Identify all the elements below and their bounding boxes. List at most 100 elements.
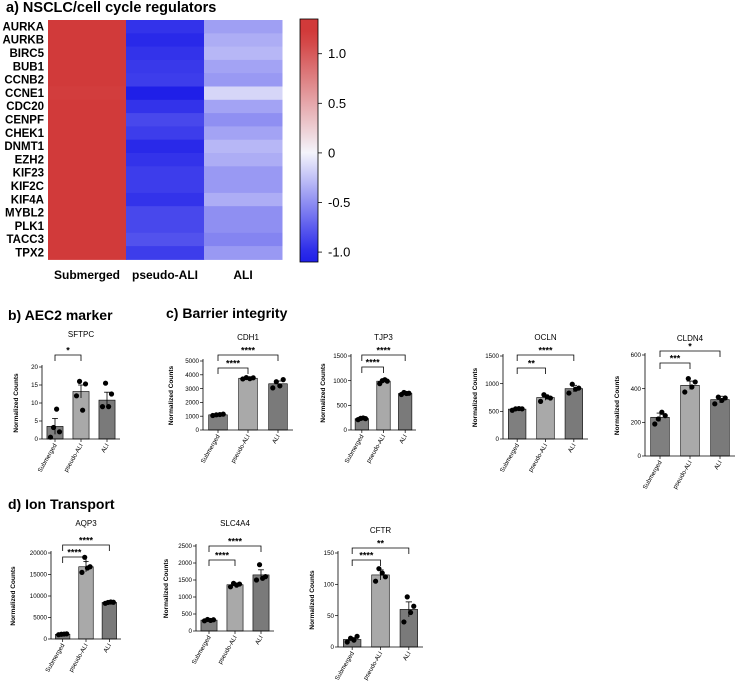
heatmap-cell: [126, 153, 205, 167]
data-point: [80, 407, 86, 413]
data-point: [682, 389, 688, 395]
y-tick-label: 20000: [30, 550, 48, 557]
heatmap-cell: [126, 59, 205, 74]
heatmap-row-label: KIF2C: [11, 181, 44, 193]
y-tick-label: 200: [631, 420, 642, 427]
x-tick-label: ALI: [398, 433, 409, 445]
heatmap-row-label: CENPF: [5, 114, 44, 126]
heatmap-row-label: MYBL2: [5, 208, 44, 220]
heatmap-cell: [48, 33, 127, 48]
heatmap-cell: [48, 219, 127, 234]
data-point: [362, 416, 369, 422]
data-point: [262, 574, 269, 580]
y-tick-label: 15: [31, 382, 38, 389]
section-title-b: b) AEC2 marker: [8, 307, 113, 323]
y-tick-label: 4000: [185, 372, 199, 379]
x-tick-label: Submerged: [44, 642, 66, 674]
significance-label: ****: [376, 346, 391, 356]
y-tick-label: 5000: [33, 615, 47, 622]
chart-title: TJP3: [374, 333, 393, 342]
y-tick-label: 10000: [30, 593, 48, 600]
bar: [710, 399, 730, 457]
data-point: [652, 421, 658, 427]
data-point: [54, 406, 60, 412]
data-point: [82, 381, 89, 387]
y-axis-label: Normalized Counts: [13, 373, 20, 433]
y-tick-label: 1500: [485, 353, 499, 360]
data-point: [354, 633, 360, 639]
chart-title: SLC4A4: [220, 519, 250, 528]
significance-label: ****: [228, 537, 243, 547]
data-point: [659, 409, 665, 415]
data-point: [566, 390, 572, 396]
y-tick-label: 2000: [178, 560, 192, 567]
significance-bracket: [361, 366, 384, 373]
heatmap-cell: [48, 46, 127, 61]
data-point: [210, 617, 217, 623]
colorbar-tick-label: -0.5: [328, 195, 350, 210]
y-tick-label: 100: [324, 582, 335, 589]
heatmap-cell: [48, 20, 127, 34]
x-tick-label: pseudo-ALI: [230, 433, 252, 464]
section-title-a: a) NSCLC/cell cycle regulators: [6, 0, 217, 16]
y-tick-label: 0: [189, 628, 193, 635]
heatmap-cell: [126, 206, 205, 220]
bar: [371, 574, 390, 648]
heatmap-cell: [204, 179, 283, 194]
significance-bracket: [351, 559, 381, 566]
significance-label: *: [66, 346, 70, 356]
heatmap-cell: [126, 73, 205, 87]
y-tick-label: 0: [638, 453, 642, 460]
data-point: [56, 429, 63, 435]
data-point: [108, 391, 115, 397]
data-point: [270, 385, 276, 391]
data-point: [411, 603, 417, 609]
y-tick-label: 0: [44, 636, 48, 643]
significance-label: ****: [366, 358, 381, 368]
y-tick-label: 3000: [185, 386, 199, 393]
data-point: [712, 401, 718, 407]
data-point: [220, 411, 226, 417]
heatmap-row-label: PLK1: [15, 221, 45, 233]
data-point: [379, 570, 385, 576]
chart-title: AQP3: [75, 519, 97, 528]
x-tick-label: Submerged: [642, 459, 664, 491]
bar: [101, 602, 117, 640]
heatmap-cell: [204, 246, 283, 260]
x-tick-label: ALI: [402, 650, 413, 662]
data-point: [722, 395, 728, 401]
data-point: [372, 578, 379, 584]
x-tick-label: ALI: [254, 634, 265, 646]
bar: [78, 566, 94, 640]
y-tick-label: 20: [31, 364, 38, 371]
significance-label: ****: [67, 548, 82, 558]
data-point: [280, 377, 286, 383]
y-tick-label: 600: [631, 352, 642, 359]
heatmap-row-label: CCNB2: [4, 75, 44, 87]
heatmap-cell: [126, 179, 205, 194]
heatmap-cell: [126, 86, 205, 101]
data-point: [79, 569, 85, 575]
heatmap-cell: [48, 232, 127, 247]
heatmap-cell: [48, 206, 127, 220]
data-point: [406, 390, 412, 396]
y-tick-label: 500: [182, 611, 193, 618]
data-point: [50, 424, 57, 431]
bar: [564, 388, 583, 440]
significance-bracket: [217, 354, 279, 361]
heatmap-cell: [126, 33, 205, 48]
section-title-d: d) Ion Transport: [8, 496, 115, 512]
significance-bracket: [62, 556, 87, 563]
heatmap-column-label: Submerged: [54, 268, 120, 282]
chart-title: CLDN4: [677, 334, 704, 343]
heatmap-row-label: CDC20: [6, 101, 44, 113]
chart-title: OCLN: [534, 333, 556, 342]
data-point: [227, 584, 234, 590]
significance-bracket: [516, 367, 546, 374]
heatmap-row-label: EZH2: [15, 154, 44, 166]
significance-bracket: [62, 544, 110, 551]
heatmap-cell: [204, 206, 283, 220]
data-point: [519, 406, 525, 412]
heatmap-cell: [126, 20, 205, 34]
heatmap-cell: [204, 139, 283, 154]
